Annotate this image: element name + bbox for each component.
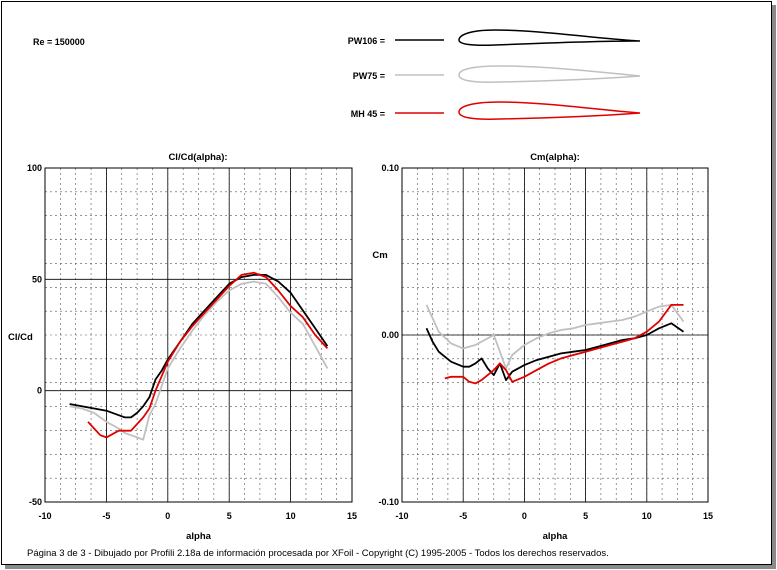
x-axis-label: alpha bbox=[543, 531, 569, 542]
y-tick-label: 0.10 bbox=[381, 163, 399, 173]
x-tick-label: 0 bbox=[522, 511, 527, 521]
x-axis-label: alpha bbox=[186, 531, 212, 542]
clcd-chart: Cl/Cd(alpha):-10 -5 0 5 10 15100500-50alphaCl… bbox=[8, 152, 357, 542]
legend-item-mh45: MH 45 = bbox=[351, 101, 641, 120]
series-line bbox=[69, 280, 329, 441]
y-axis-label: Cm bbox=[372, 250, 387, 261]
reynolds-label: Re = 150000 bbox=[33, 37, 85, 47]
y-tick-label: 0 bbox=[37, 386, 42, 396]
x-tick-label: 10 bbox=[286, 511, 296, 521]
x-tick-label: -10 bbox=[38, 511, 51, 521]
x-tick-label: 15 bbox=[703, 511, 713, 521]
x-tick-label: 10 bbox=[642, 511, 652, 521]
airfoil-pw75-shape bbox=[458, 65, 641, 83]
series-line bbox=[425, 303, 685, 370]
series-line bbox=[444, 303, 684, 385]
y-axis-label: Cl/Cd bbox=[8, 332, 33, 343]
y-tick-label: 0.00 bbox=[381, 330, 399, 340]
y-tick-label: 100 bbox=[27, 163, 42, 173]
airfoil-pw106-shape bbox=[458, 29, 641, 46]
plot-frame bbox=[401, 167, 709, 503]
legend-label: PW106 = bbox=[348, 36, 385, 46]
airfoil-mh45-shape bbox=[458, 101, 641, 120]
x-tick-label: 5 bbox=[583, 511, 588, 521]
y-tick-label: -50 bbox=[29, 497, 42, 507]
series-line bbox=[87, 271, 329, 439]
x-tick-label: 5 bbox=[227, 511, 232, 521]
plot-frame bbox=[44, 167, 353, 503]
chart-title: Cm(alpha): bbox=[530, 152, 580, 163]
x-tick-label: -10 bbox=[395, 511, 408, 521]
footer-text: Página 3 de 3 - Dibujado por Profili 2.1… bbox=[27, 548, 609, 559]
x-tick-label: -5 bbox=[459, 511, 467, 521]
x-tick-label: 15 bbox=[347, 511, 357, 521]
legend-label: PW75 = bbox=[353, 71, 385, 81]
legend: PW106 = PW75 = MH 45 = bbox=[348, 29, 641, 120]
legend-label: MH 45 = bbox=[351, 109, 385, 119]
legend-item-pw75: PW75 = bbox=[353, 65, 641, 83]
series-line bbox=[69, 273, 329, 419]
x-tick-label: -5 bbox=[102, 511, 110, 521]
cm-chart: Cm(alpha): -10 -5 0 5 10 15 0.10 0.00 -0.10 alpha C… bbox=[372, 152, 713, 542]
x-tick-label: 0 bbox=[165, 511, 170, 521]
chart-title: Cl/Cd(alpha): bbox=[168, 152, 227, 163]
y-tick-label: -0.10 bbox=[378, 497, 399, 507]
y-tick-label: 50 bbox=[32, 274, 42, 284]
legend-item-pw106: PW106 = bbox=[348, 29, 641, 46]
